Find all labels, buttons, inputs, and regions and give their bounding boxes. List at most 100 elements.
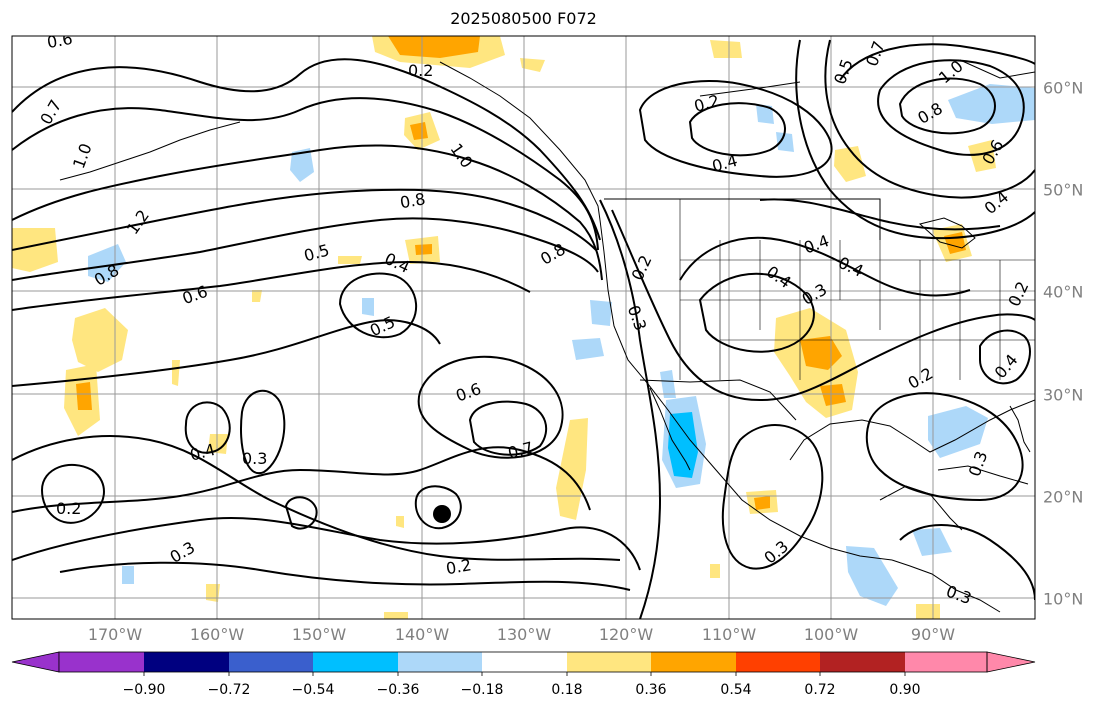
contour-label: 0.3 <box>242 449 267 468</box>
contour <box>899 524 1035 601</box>
contour-label: 0.2 <box>408 61 433 80</box>
map-title: 2025080500 F072 <box>450 9 597 28</box>
lon-label: 130°W <box>496 625 552 644</box>
colorbar-bin <box>905 652 987 672</box>
alaska-coast <box>439 61 601 221</box>
contour <box>721 424 824 570</box>
colorbar-bin <box>820 652 905 672</box>
shade-yellow <box>556 418 588 520</box>
shade-yellow <box>252 290 262 302</box>
contour-label: 0.6 <box>46 29 74 52</box>
lat-label: 40°N <box>1043 282 1084 302</box>
shade-yellow <box>710 564 720 578</box>
colorbar-bin <box>229 652 313 672</box>
shade-cyan <box>668 412 698 478</box>
shade-blue <box>912 528 952 556</box>
contour <box>12 435 621 561</box>
contour <box>12 217 599 281</box>
shade-yellow <box>384 612 408 619</box>
contour <box>979 329 1031 385</box>
colorbar-tick-label: −0.18 <box>460 682 504 698</box>
lat-label: 20°N <box>1043 487 1084 507</box>
lon-label: 90°W <box>910 625 956 644</box>
contour <box>284 496 318 530</box>
colorbar-tick-label: −0.72 <box>207 682 251 698</box>
contour <box>898 77 996 135</box>
colorbar-tick-label: −0.54 <box>291 682 335 698</box>
contour <box>12 319 441 387</box>
contour <box>40 463 105 524</box>
shade-yellow <box>916 604 940 619</box>
colorbar-bin <box>482 652 567 672</box>
hudson-bay <box>959 59 1035 79</box>
contour <box>240 389 286 475</box>
colorbar-bin <box>144 652 229 672</box>
shade-orange <box>76 382 92 410</box>
contour <box>759 198 1001 231</box>
lat-label: 30°N <box>1043 385 1084 405</box>
contour <box>12 260 531 311</box>
contour <box>12 517 641 571</box>
contour <box>417 355 564 459</box>
shade-yellow <box>72 308 128 372</box>
shade-yellow <box>338 256 362 264</box>
colorbar-tick-label: 0.90 <box>889 682 921 698</box>
colorbar-bin <box>567 652 651 672</box>
contour <box>184 401 231 454</box>
lat-label: 10°N <box>1043 589 1084 609</box>
storm-center-marker <box>433 505 451 523</box>
lon-label: 160°W <box>189 625 245 644</box>
contour <box>877 59 1025 156</box>
colorbar-min-extend <box>11 651 60 673</box>
colorbar-bin <box>59 652 144 672</box>
contour <box>679 236 971 297</box>
contour <box>839 43 1035 81</box>
shade-orange <box>410 122 428 140</box>
shade-yellow <box>520 58 545 72</box>
contour-label: 0.8 <box>398 189 426 212</box>
contour <box>688 102 786 157</box>
shade-blue <box>290 148 314 182</box>
contour <box>599 199 662 619</box>
shade-yellow <box>834 146 866 182</box>
contour <box>824 39 1035 199</box>
shade-blue <box>88 244 126 282</box>
lat-label: 50°N <box>1043 180 1084 200</box>
shade-blue <box>590 300 612 326</box>
lon-label: 100°W <box>803 625 859 644</box>
lon-label: 140°W <box>394 625 450 644</box>
colorbar-tick-label: 0.18 <box>551 682 583 698</box>
central-america <box>891 559 1001 613</box>
aleutians <box>59 121 241 181</box>
shade-blue <box>948 84 1035 124</box>
lakes <box>918 217 976 249</box>
colorbar-tick-label: 0.72 <box>804 682 836 698</box>
colorbar-tick-label: −0.36 <box>376 682 420 698</box>
shade-orange <box>820 384 846 406</box>
shade-yellow <box>710 40 742 58</box>
canada-arctic <box>699 81 801 97</box>
shade-blue <box>756 104 774 124</box>
lon-label: 170°W <box>87 625 143 644</box>
shade-blue <box>846 546 898 606</box>
contour <box>795 39 1035 240</box>
us-mexico-border <box>639 379 797 421</box>
shade-yellow <box>208 434 228 454</box>
shade-yellow <box>206 584 220 602</box>
state-lines <box>679 199 1035 380</box>
lon-label: 110°W <box>701 625 757 644</box>
contour <box>611 209 1035 402</box>
colorbar-bin <box>313 652 398 672</box>
contour <box>865 392 1024 502</box>
shade-orange <box>388 36 480 58</box>
shade-blue <box>660 370 676 398</box>
colorbar-bin <box>651 652 736 672</box>
shade-blue <box>776 132 794 152</box>
colorbar-border <box>58 651 988 673</box>
shade-yellow <box>12 228 58 272</box>
contour <box>12 97 599 251</box>
florida <box>1009 405 1031 453</box>
contour <box>12 188 597 251</box>
contour <box>12 144 603 281</box>
